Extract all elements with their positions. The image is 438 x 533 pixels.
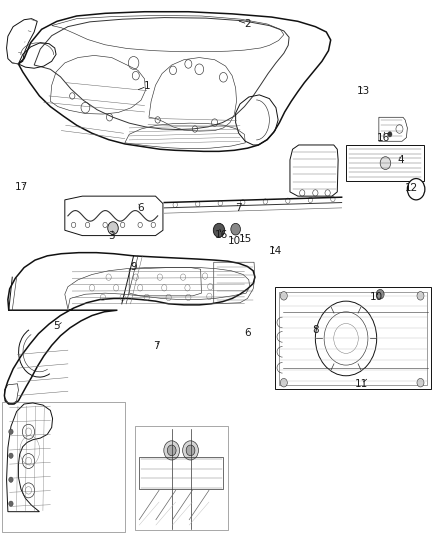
Text: 10: 10 <box>370 293 383 302</box>
Circle shape <box>186 445 195 456</box>
Circle shape <box>9 501 13 506</box>
Text: 4: 4 <box>397 155 404 165</box>
Circle shape <box>380 157 391 169</box>
Circle shape <box>183 441 198 460</box>
Circle shape <box>388 132 392 137</box>
Text: 6: 6 <box>244 328 251 338</box>
Text: 6: 6 <box>137 203 144 213</box>
Text: 12: 12 <box>405 183 418 192</box>
Text: 10: 10 <box>228 237 241 246</box>
Text: 7: 7 <box>235 203 242 213</box>
Text: 16: 16 <box>215 230 228 239</box>
Circle shape <box>9 453 13 458</box>
Text: 3: 3 <box>108 231 115 240</box>
Circle shape <box>280 378 287 387</box>
Text: 14: 14 <box>268 246 282 255</box>
Circle shape <box>280 292 287 300</box>
Circle shape <box>167 445 176 456</box>
Text: 1: 1 <box>143 82 150 91</box>
Text: 7: 7 <box>153 342 160 351</box>
Text: 16: 16 <box>377 133 390 142</box>
Circle shape <box>231 223 240 235</box>
Circle shape <box>9 477 13 482</box>
Circle shape <box>417 378 424 387</box>
Text: 8: 8 <box>312 326 319 335</box>
Circle shape <box>213 223 225 237</box>
Text: 9: 9 <box>130 262 137 271</box>
Circle shape <box>164 441 180 460</box>
Circle shape <box>417 292 424 300</box>
Text: 17: 17 <box>14 182 28 191</box>
Circle shape <box>108 222 118 235</box>
Circle shape <box>9 429 13 434</box>
Text: 5: 5 <box>53 321 60 331</box>
Text: 11: 11 <box>355 379 368 389</box>
Text: 15: 15 <box>239 234 252 244</box>
Circle shape <box>407 179 425 200</box>
Text: 2: 2 <box>244 19 251 29</box>
Circle shape <box>376 289 384 299</box>
Text: 13: 13 <box>357 86 370 95</box>
